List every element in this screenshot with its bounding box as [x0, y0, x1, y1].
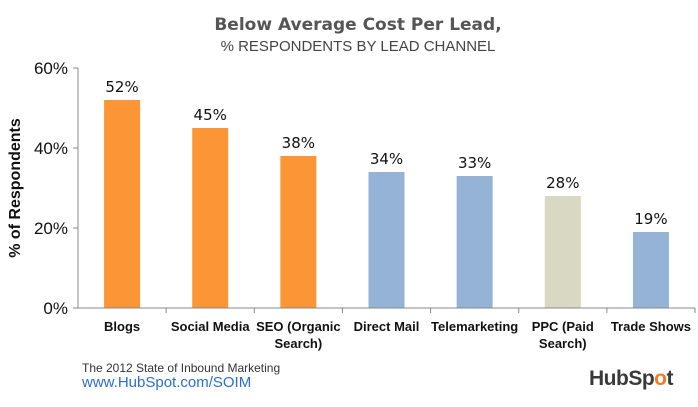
bar-value-label: 19% — [634, 210, 667, 228]
bar-value-label: 38% — [282, 134, 315, 152]
footer-source: The 2012 State of Inbound Marketing — [82, 361, 281, 375]
bar-value-label: 33% — [458, 154, 491, 172]
bar — [368, 172, 405, 308]
y-tick-label: 20% — [34, 219, 68, 238]
footer-url-link[interactable]: www.HubSpot.com/SOIM — [82, 374, 252, 391]
y-tick-label: 0% — [43, 299, 68, 318]
y-axis-ticks: 0% 20% 40% 60% — [34, 59, 78, 318]
bar — [544, 196, 581, 308]
hubspot-logo: HubSpot — [589, 367, 673, 391]
y-tick-label: 40% — [34, 139, 68, 158]
sprocket-icon: o — [654, 367, 667, 390]
x-category-label: SEO (Organic — [256, 319, 341, 334]
x-category-label: Search) — [275, 336, 323, 351]
x-category-label: PPC (Paid — [532, 319, 594, 334]
bar-value-label: 28% — [546, 174, 579, 192]
x-category-label: Telemarketing — [431, 319, 518, 334]
logo-text-end: t — [666, 367, 673, 390]
x-category-label: Blogs — [104, 319, 140, 334]
y-axis-label: % of Respondents — [7, 118, 24, 258]
bar — [280, 156, 317, 308]
bar-value-label: 34% — [370, 150, 403, 168]
bar — [104, 100, 141, 308]
bar — [632, 232, 669, 308]
logo-text-start: HubSp — [589, 367, 655, 390]
x-category-label: Trade Shows — [611, 319, 691, 334]
bar — [456, 176, 493, 308]
bar-value-label: 52% — [105, 78, 138, 96]
bar — [192, 128, 229, 308]
x-category-label: Direct Mail — [354, 319, 420, 334]
x-axis-labels: Blogs Social Media SEO (Organic Search) Dire… — [104, 319, 691, 351]
bars: 52% 45% 38% 34% 33% 28% 19% — [104, 78, 696, 313]
bar-value-label: 45% — [194, 106, 227, 124]
chart-subtitle: % RESPONDENTS BY LEAD CHANNEL — [221, 38, 496, 55]
x-category-label: Social Media — [171, 319, 251, 334]
x-category-label: Search) — [539, 336, 587, 351]
chart-title: Below Average Cost Per Lead, — [214, 15, 501, 35]
y-tick-label: 60% — [34, 59, 68, 78]
